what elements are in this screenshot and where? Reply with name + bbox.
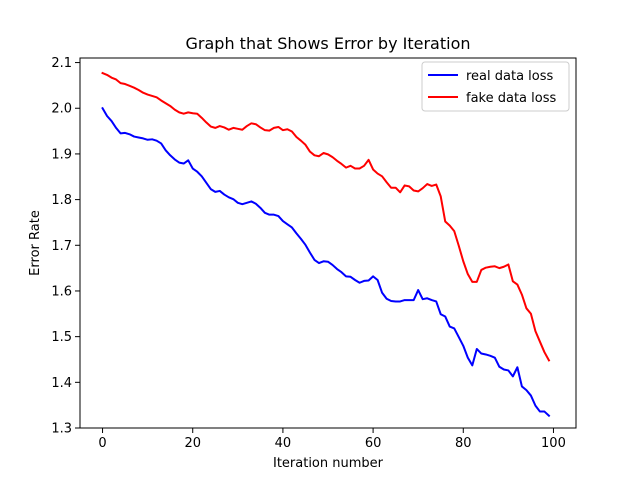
x-tick-label: 0 [98,436,106,451]
x-axis: 0 20 40 60 80 100 [98,428,566,451]
y-tick-label: 2.0 [51,102,72,117]
legend-box [421,61,570,112]
y-tick-label: 1.5 [51,330,72,345]
y-tick-label: 2.1 [51,56,72,71]
x-tick-label: 60 [365,436,382,451]
series-layer [101,71,551,418]
legend-label-real-data-loss: real data loss [466,69,554,84]
y-tick-label: 1.8 [51,193,72,208]
series-line-fake-data-loss [101,71,551,362]
y-axis: 1.3 1.4 1.5 1.6 1.7 1.8 1.9 2.0 2.1 [51,56,80,437]
y-tick-label: 1.9 [51,147,72,162]
y-tick-label: 1.4 [51,376,72,391]
series-line-real-data-loss [101,106,551,418]
legend-label-fake-data-loss: fake data loss [466,91,556,106]
x-tick-label: 40 [275,436,292,451]
y-axis-label: Error Rate [28,210,43,276]
plot-area-frame [79,57,577,429]
x-tick-label: 100 [541,436,566,451]
chart-title: Graph that Shows Error by Iteration [186,34,471,53]
y-tick-label: 1.3 [51,422,72,437]
legend: real data loss fake data loss [421,61,570,112]
x-tick-label: 20 [184,436,201,451]
plot-area [79,57,577,429]
x-axis-label: Iteration number [273,456,384,471]
y-tick-label: 1.7 [51,239,72,254]
y-tick-label: 1.6 [51,284,72,299]
x-tick-label: 80 [455,436,472,451]
